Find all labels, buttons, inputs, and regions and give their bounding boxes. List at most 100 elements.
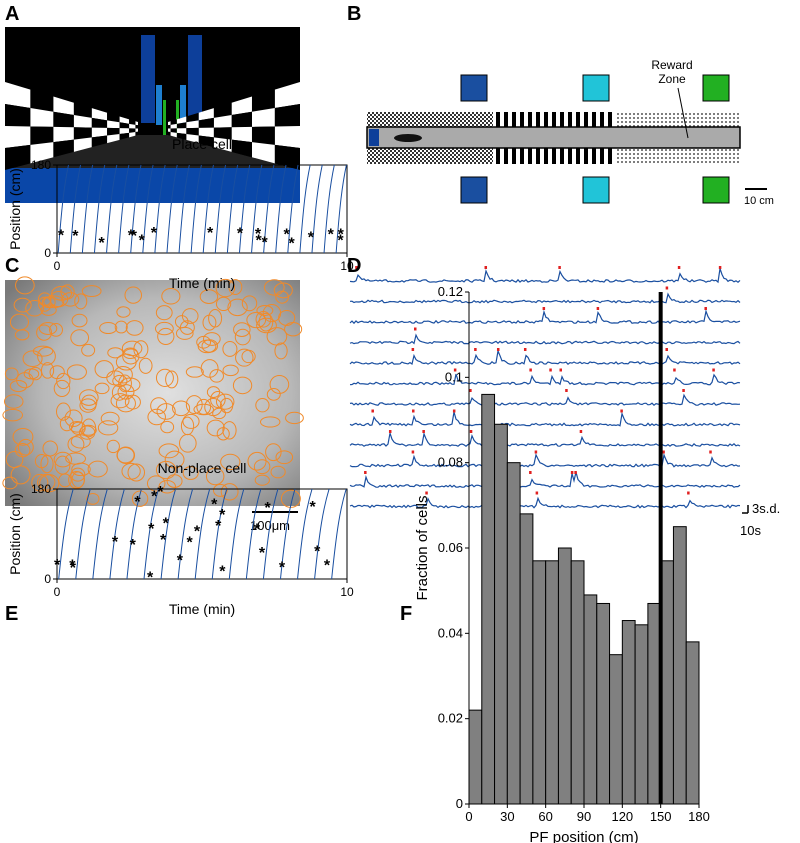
cell-roi <box>210 391 226 409</box>
cell-roi <box>182 466 199 480</box>
event-marker <box>371 409 374 413</box>
cell-roi <box>228 279 243 296</box>
cell-roi <box>97 420 119 436</box>
checker <box>53 126 74 143</box>
cell-roi <box>220 453 241 471</box>
trajectory <box>57 164 347 254</box>
bar <box>672 526 687 805</box>
event-marker <box>364 471 367 474</box>
cell-roi <box>25 299 45 317</box>
checker <box>274 82 300 109</box>
checker <box>53 139 74 158</box>
plot-frame <box>56 488 348 580</box>
cell-roi <box>196 335 212 349</box>
y-tick-label: 0.06 <box>438 540 463 555</box>
cell-roi <box>38 296 52 312</box>
event-marker <box>687 491 690 495</box>
cell-roi <box>56 372 71 390</box>
checker <box>119 132 130 140</box>
checker <box>135 121 138 126</box>
cell-roi <box>222 340 238 357</box>
cell-roi <box>280 489 301 508</box>
cell-roi <box>12 427 34 446</box>
spike: * <box>211 497 218 514</box>
event-marker <box>570 471 574 474</box>
cell-roi <box>114 320 128 334</box>
cell-roi <box>253 459 271 475</box>
event-marker <box>422 430 425 433</box>
cue <box>460 74 488 102</box>
event-marker <box>704 307 707 310</box>
trace <box>349 431 741 448</box>
cell-roi <box>154 321 174 336</box>
event-marker <box>677 266 681 269</box>
checker <box>251 89 275 112</box>
cell-roi <box>43 295 65 309</box>
event-marker <box>565 389 568 392</box>
checker <box>30 126 54 145</box>
cell-roi <box>40 304 57 316</box>
panel-label: A <box>5 3 19 25</box>
cell-roi <box>175 326 194 340</box>
cell-roi <box>215 393 235 410</box>
x-tick-label: 30 <box>500 809 514 824</box>
spike: * <box>186 534 193 551</box>
cell-roi <box>158 443 180 459</box>
event-marker <box>474 348 477 351</box>
spike: * <box>259 545 266 562</box>
reward-pointer <box>677 87 689 139</box>
checker <box>135 128 138 133</box>
checker <box>170 123 177 129</box>
event-marker <box>453 368 457 372</box>
x-tick-label: 150 <box>650 809 672 824</box>
trace <box>349 333 741 345</box>
plot-frame <box>56 164 348 254</box>
checker <box>213 137 232 152</box>
cell-roi <box>4 367 19 381</box>
event-marker <box>682 389 685 392</box>
cell-roi <box>41 296 56 309</box>
cell-roi <box>116 446 135 464</box>
spike: * <box>163 516 170 533</box>
spike: * <box>54 557 61 574</box>
cell-roi <box>14 329 30 341</box>
cell-roi <box>124 286 143 304</box>
checker <box>251 126 275 145</box>
spike: * <box>308 230 315 247</box>
spike: * <box>177 553 184 570</box>
cell-roi <box>160 420 175 434</box>
bar <box>532 560 547 805</box>
cell-roi <box>37 346 56 366</box>
cell-roi <box>156 403 176 420</box>
trace <box>349 348 741 366</box>
spike: * <box>219 507 226 524</box>
cell-roi <box>112 374 128 388</box>
event-marker <box>469 430 473 433</box>
cell-roi <box>94 360 114 379</box>
vr-tower <box>176 100 179 135</box>
vr-tower <box>188 35 202 123</box>
cell-roi <box>266 327 288 346</box>
trace <box>349 309 741 325</box>
event-marker <box>574 471 577 474</box>
cell-roi <box>70 434 91 449</box>
cell-roi <box>78 389 99 406</box>
event-marker <box>534 450 538 454</box>
cell-roi <box>53 379 71 398</box>
cell-roi <box>121 462 141 480</box>
vr-ground <box>5 168 300 203</box>
checker <box>176 132 187 140</box>
cell-roi <box>278 309 296 327</box>
checker <box>73 137 92 152</box>
event-marker <box>496 348 500 351</box>
cell-image: 100μm <box>2 276 304 533</box>
event-marker <box>549 368 552 372</box>
cell-roi <box>155 368 174 387</box>
checker <box>91 108 108 121</box>
spike: * <box>72 228 79 245</box>
cell-roi <box>40 362 55 379</box>
y-tick-label: 0.1 <box>445 369 463 384</box>
cell-roi <box>81 418 97 438</box>
cell-roi <box>285 411 304 425</box>
spike: * <box>207 225 214 242</box>
